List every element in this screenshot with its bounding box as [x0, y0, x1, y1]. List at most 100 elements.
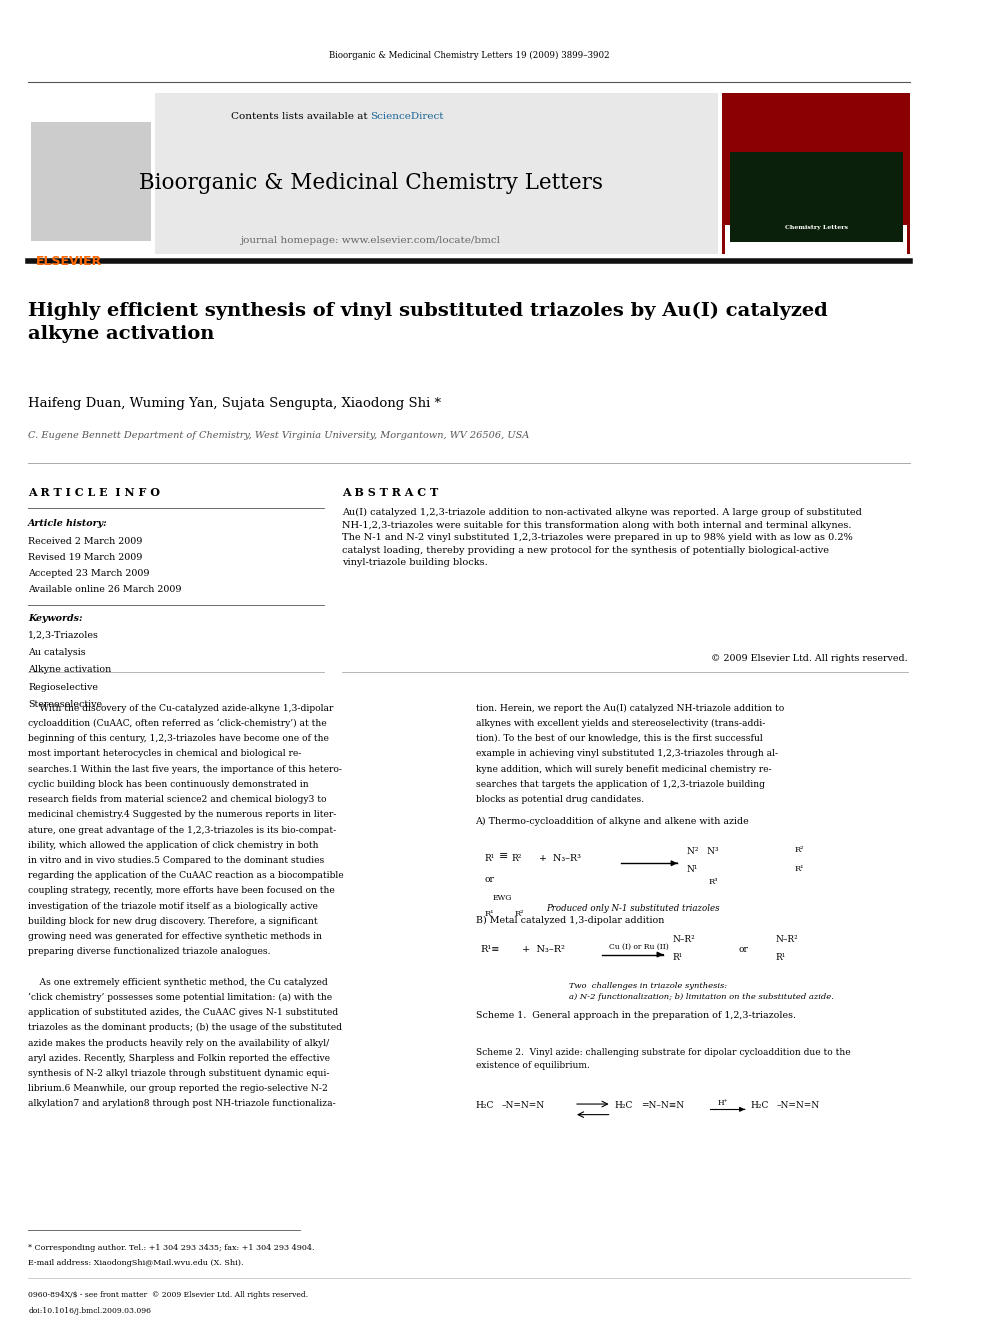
Text: C. Eugene Bennett Department of Chemistry, West Virginia University, Morgantown,: C. Eugene Bennett Department of Chemistr… — [28, 431, 530, 441]
Text: blocks as potential drug candidates.: blocks as potential drug candidates. — [475, 795, 644, 804]
Text: Two  challenges in triazole synthesis:
a) N-2 functionalization; b) limitation o: Two challenges in triazole synthesis: a)… — [569, 982, 834, 1002]
FancyBboxPatch shape — [722, 93, 910, 254]
Text: R³: R³ — [708, 878, 717, 886]
Text: B) Metal catalyzed 1,3-dipolar addition: B) Metal catalyzed 1,3-dipolar addition — [475, 916, 664, 925]
Text: investigation of the triazole motif itself as a biologically active: investigation of the triazole motif itse… — [28, 902, 318, 910]
Text: searches that targets the application of 1,2,3-triazole building: searches that targets the application of… — [475, 779, 765, 789]
Text: Regioselective: Regioselective — [28, 683, 98, 692]
Text: synthesis of N-2 alkyl triazole through substituent dynamic equi-: synthesis of N-2 alkyl triazole through … — [28, 1069, 329, 1078]
Text: ature, one great advantage of the 1,2,3-triazoles is its bio-compat-: ature, one great advantage of the 1,2,3-… — [28, 826, 336, 835]
Text: Accepted 23 March 2009: Accepted 23 March 2009 — [28, 569, 150, 578]
Text: 1,2,3-Triazoles: 1,2,3-Triazoles — [28, 631, 99, 640]
Text: Scheme 1.  General approach in the preparation of 1,2,3-triazoles.: Scheme 1. General approach in the prepar… — [475, 1011, 796, 1020]
Text: coupling strategy, recently, more efforts have been focused on the: coupling strategy, recently, more effort… — [28, 886, 335, 896]
Text: As one extremely efficient synthetic method, the Cu catalyzed: As one extremely efficient synthetic met… — [28, 978, 328, 987]
Text: EWG: EWG — [492, 894, 512, 902]
Text: Au catalysis: Au catalysis — [28, 648, 85, 658]
Text: in vitro and in vivo studies.5 Compared to the dominant studies: in vitro and in vivo studies.5 Compared … — [28, 856, 324, 865]
Text: ELSEVIER: ELSEVIER — [36, 255, 102, 269]
Text: N²   N³: N² N³ — [686, 848, 718, 856]
Text: ScienceDirect: ScienceDirect — [370, 112, 444, 120]
Text: kyne addition, which will surely benefit medicinal chemistry re-: kyne addition, which will surely benefit… — [475, 765, 771, 774]
Text: –N=N=N: –N=N=N — [777, 1101, 819, 1110]
Text: librium.6 Meanwhile, our group reported the regio-selective N-2: librium.6 Meanwhile, our group reported … — [28, 1085, 328, 1093]
Text: Stereoselective: Stereoselective — [28, 700, 102, 709]
FancyBboxPatch shape — [28, 93, 155, 254]
Text: H₂C: H₂C — [750, 1101, 769, 1110]
Text: Revised 19 March 2009: Revised 19 March 2009 — [28, 553, 143, 562]
Text: A) Thermo-cycloaddition of alkyne and alkene with azide: A) Thermo-cycloaddition of alkyne and al… — [475, 818, 749, 826]
Text: most important heterocycles in chemical and biological re-: most important heterocycles in chemical … — [28, 749, 302, 758]
FancyBboxPatch shape — [730, 152, 904, 242]
Text: Produced only N-1 substituted triazoles: Produced only N-1 substituted triazoles — [546, 905, 719, 913]
Text: Keywords:: Keywords: — [28, 614, 82, 623]
Text: Received 2 March 2009: Received 2 March 2009 — [28, 537, 143, 546]
Text: doi:10.1016/j.bmcl.2009.03.096: doi:10.1016/j.bmcl.2009.03.096 — [28, 1307, 151, 1315]
Text: With the discovery of the Cu-catalyzed azide-alkyne 1,3-dipolar: With the discovery of the Cu-catalyzed a… — [28, 704, 333, 713]
Text: ‘click chemistry’ possesses some potential limitation: (a) with the: ‘click chemistry’ possesses some potenti… — [28, 992, 332, 1003]
Text: Bioorganic & Medicinal Chemistry Letters: Bioorganic & Medicinal Chemistry Letters — [139, 172, 602, 193]
Text: N¹: N¹ — [686, 865, 698, 873]
Text: Bioorganic & Medicinal Chemistry Letters 19 (2009) 3899–3902: Bioorganic & Medicinal Chemistry Letters… — [328, 52, 609, 60]
Text: beginning of this century, 1,2,3-triazoles have become one of the: beginning of this century, 1,2,3-triazol… — [28, 734, 329, 744]
Text: or: or — [485, 876, 495, 884]
Text: Haifeng Duan, Wuming Yan, Sujata Sengupta, Xiaodong Shi *: Haifeng Duan, Wuming Yan, Sujata Sengupt… — [28, 397, 441, 410]
Text: R¹: R¹ — [485, 855, 495, 863]
Text: N–R²: N–R² — [776, 934, 799, 943]
FancyBboxPatch shape — [725, 225, 907, 258]
Text: building block for new drug discovery. Therefore, a significant: building block for new drug discovery. T… — [28, 917, 317, 926]
Text: A R T I C L E  I N F O: A R T I C L E I N F O — [28, 487, 160, 497]
Text: triazoles as the dominant products; (b) the usage of the substituted: triazoles as the dominant products; (b) … — [28, 1024, 342, 1032]
Text: R²: R² — [795, 847, 804, 855]
Text: ibility, which allowed the application of click chemistry in both: ibility, which allowed the application o… — [28, 841, 318, 849]
Text: preparing diverse functionalized triazole analogues.: preparing diverse functionalized triazol… — [28, 947, 271, 957]
Text: R¹≡: R¹≡ — [480, 945, 500, 954]
Text: alkynes with excellent yields and stereoselectivity (trans-addi-: alkynes with excellent yields and stereo… — [475, 718, 765, 728]
Text: H⁺: H⁺ — [717, 1098, 728, 1107]
FancyBboxPatch shape — [31, 122, 151, 241]
Text: growing need was generated for effective synthetic methods in: growing need was generated for effective… — [28, 931, 322, 941]
FancyBboxPatch shape — [28, 93, 717, 254]
Text: tion. Herein, we report the Au(I) catalyzed NH-triazole addition to: tion. Herein, we report the Au(I) cataly… — [475, 704, 784, 713]
Text: R¹: R¹ — [776, 953, 786, 962]
Text: © 2009 Elsevier Ltd. All rights reserved.: © 2009 Elsevier Ltd. All rights reserved… — [711, 654, 908, 663]
Text: Contents lists available at: Contents lists available at — [230, 112, 370, 120]
Text: application of substituted azides, the CuAAC gives N-1 substituted: application of substituted azides, the C… — [28, 1008, 338, 1017]
Text: Chemistry Letters: Chemistry Letters — [785, 225, 847, 230]
Text: example in achieving vinyl substituted 1,2,3-triazoles through al-: example in achieving vinyl substituted 1… — [475, 749, 778, 758]
Text: cycloaddition (CuAAC, often referred as ‘click-chemistry’) at the: cycloaddition (CuAAC, often referred as … — [28, 718, 326, 729]
Text: ≡: ≡ — [499, 852, 508, 861]
Text: =N–N≡N: =N–N≡N — [641, 1101, 683, 1110]
Text: Alkyne activation: Alkyne activation — [28, 665, 111, 675]
Text: journal homepage: www.elsevier.com/locate/bmcl: journal homepage: www.elsevier.com/locat… — [240, 237, 501, 245]
Text: alkylation7 and arylation8 through post NH-triazole functionaliza-: alkylation7 and arylation8 through post … — [28, 1099, 336, 1109]
Text: H₂C: H₂C — [475, 1101, 494, 1110]
Text: R¹: R¹ — [673, 953, 682, 962]
Text: N–R²: N–R² — [673, 934, 695, 943]
Text: R¹: R¹ — [795, 865, 804, 873]
Text: +  N₃–R²: + N₃–R² — [523, 945, 565, 954]
Text: R²: R² — [511, 855, 522, 863]
Text: Article history:: Article history: — [28, 519, 108, 528]
Text: H₂C: H₂C — [614, 1101, 633, 1110]
Text: A B S T R A C T: A B S T R A C T — [342, 487, 438, 497]
Text: * Corresponding author. Tel.: +1 304 293 3435; fax: +1 304 293 4904.: * Corresponding author. Tel.: +1 304 293… — [28, 1244, 314, 1252]
Text: +  N₃–R³: + N₃–R³ — [540, 855, 581, 863]
Text: cyclic building block has been continuously demonstrated in: cyclic building block has been continuou… — [28, 779, 309, 789]
Text: searches.1 Within the last five years, the importance of this hetero-: searches.1 Within the last five years, t… — [28, 765, 342, 774]
Text: E-mail address: XiaodongShi@Mail.wvu.edu (X. Shi).: E-mail address: XiaodongShi@Mail.wvu.edu… — [28, 1259, 244, 1267]
Text: –N=N=N: –N=N=N — [502, 1101, 545, 1110]
Text: R¹: R¹ — [485, 910, 494, 918]
Text: Available online 26 March 2009: Available online 26 March 2009 — [28, 585, 182, 594]
Text: medicinal chemistry.4 Suggested by the numerous reports in liter-: medicinal chemistry.4 Suggested by the n… — [28, 810, 336, 819]
Text: tion). To the best of our knowledge, this is the first successful: tion). To the best of our knowledge, thi… — [475, 734, 762, 744]
Text: Cu (I) or Ru (II): Cu (I) or Ru (II) — [609, 942, 669, 951]
Text: Bioorganic & Medicinal: Bioorganic & Medicinal — [775, 245, 857, 250]
Text: Au(I) catalyzed 1,2,3-triazole addition to non-activated alkyne was reported. A : Au(I) catalyzed 1,2,3-triazole addition … — [342, 508, 862, 568]
Text: azide makes the products heavily rely on the availability of alkyl/: azide makes the products heavily rely on… — [28, 1039, 329, 1048]
Text: aryl azides. Recently, Sharpless and Folkin reported the effective: aryl azides. Recently, Sharpless and Fol… — [28, 1053, 330, 1062]
Text: or: or — [738, 945, 748, 954]
Text: research fields from material science2 and chemical biology3 to: research fields from material science2 a… — [28, 795, 326, 804]
Text: R²: R² — [515, 910, 525, 918]
Text: Scheme 2.  Vinyl azide: challenging substrate for dipolar cycloaddition due to t: Scheme 2. Vinyl azide: challenging subst… — [475, 1048, 850, 1069]
